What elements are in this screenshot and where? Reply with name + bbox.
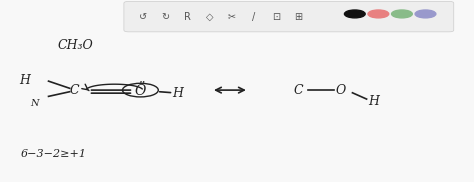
- Text: ◇: ◇: [206, 12, 213, 22]
- Text: ↻: ↻: [161, 12, 169, 22]
- Text: O: O: [336, 84, 346, 97]
- Text: C: C: [293, 84, 303, 97]
- Text: CH₃O: CH₃O: [58, 39, 94, 52]
- FancyBboxPatch shape: [124, 1, 454, 32]
- Circle shape: [415, 10, 436, 18]
- Text: ↺: ↺: [139, 12, 147, 22]
- Text: H: H: [19, 74, 30, 87]
- Text: H: H: [368, 95, 379, 108]
- Circle shape: [368, 10, 389, 18]
- Circle shape: [392, 10, 412, 18]
- Text: ✂: ✂: [228, 12, 236, 22]
- Circle shape: [345, 10, 365, 18]
- Text: ⊞: ⊞: [294, 12, 302, 22]
- Text: C: C: [70, 84, 79, 98]
- Text: R: R: [184, 12, 191, 22]
- Text: ⊡: ⊡: [272, 12, 280, 22]
- Text: N: N: [30, 99, 38, 108]
- Text: H: H: [173, 87, 183, 100]
- Text: 6−3−2≥+1: 6−3−2≥+1: [20, 149, 86, 159]
- Text: /: /: [252, 12, 255, 22]
- Text: Ö: Ö: [135, 84, 146, 98]
